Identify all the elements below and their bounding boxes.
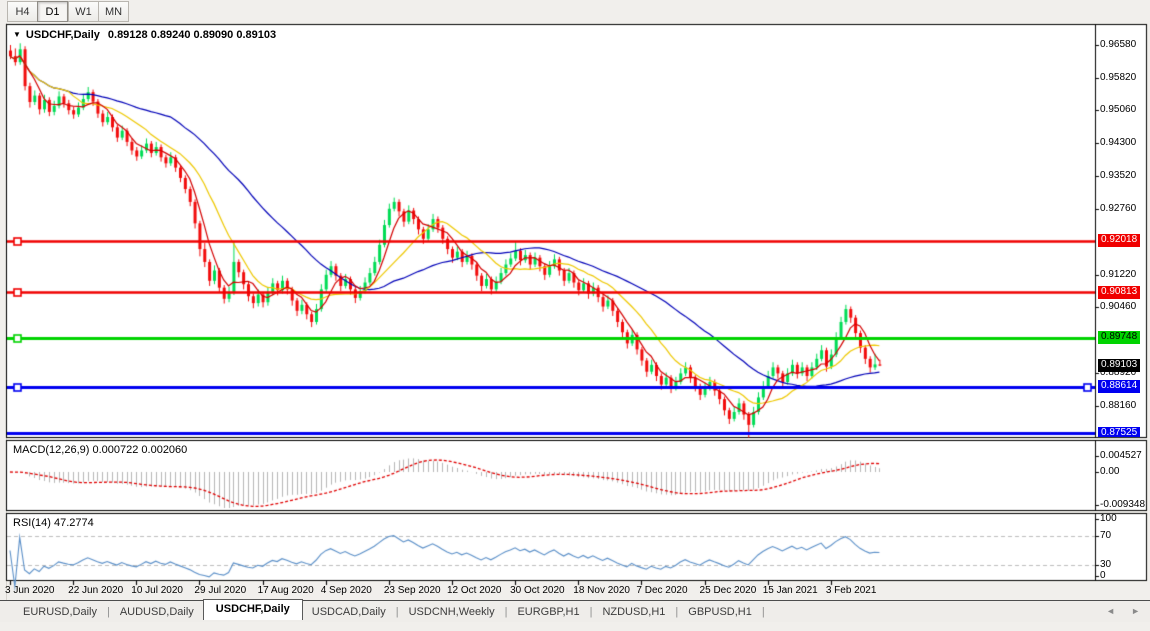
tab-separator: | <box>106 605 110 618</box>
date-axis-label: 30 Oct 2020 <box>510 585 565 596</box>
date-axis-label: 22 Jun 2020 <box>68 585 124 596</box>
hline-price-label: 0.88614 <box>1098 380 1141 394</box>
rsi-axis-tick: 0 <box>1100 570 1106 580</box>
symbol-tab-nzdusd[interactable]: NZDUSD,H1 <box>602 605 666 618</box>
tab-separator: | <box>675 605 679 618</box>
current-price-label: 0.89103 <box>1098 359 1141 373</box>
date-axis-label: 3 Feb 2021 <box>825 585 877 596</box>
tab-scroll-arrows: ◄ ► <box>1106 605 1140 617</box>
tab-separator: | <box>761 605 765 618</box>
tab-separator: | <box>395 605 399 618</box>
price-axis-tick: 0.88920 <box>1100 367 1137 379</box>
symbol-period-label: USDCHF,Daily <box>25 29 100 41</box>
date-axis-label: 3 Jun 2020 <box>5 585 55 596</box>
date-axis-label: 15 Jan 2021 <box>762 585 818 596</box>
rsi-axis-tick: 100 <box>1100 514 1117 524</box>
symbol-tab-usdchf[interactable]: USDCHF,Daily <box>202 599 303 620</box>
price-axis-tick: 0.94300 <box>1100 136 1137 148</box>
rsi-axis-tick: 30 <box>1100 559 1112 570</box>
macd-axis-tick: 0.004527 <box>1100 450 1142 462</box>
ohlc-values: 0.89128 0.89240 0.89090 0.89103 <box>107 29 277 41</box>
symbol-tab-eurusd[interactable]: EURUSD,Daily <box>23 605 97 618</box>
hline-price-label: 0.92018 <box>1098 234 1141 248</box>
symbol-tab-eurgbp[interactable]: EURGBP,H1 <box>517 605 580 618</box>
rsi-axis: 100 70 30 0 <box>1096 514 1150 580</box>
price-axis-tick: 0.95060 <box>1100 104 1137 116</box>
price-axis-tick: 0.90460 <box>1100 301 1137 313</box>
price-axis-tick: 0.93520 <box>1100 170 1137 182</box>
date-axis: 3 Jun 2020 22 Jun 2020 10 Jul 2020 29 Jul 2… <box>0 583 1150 599</box>
price-axis-tick: 0.88160 <box>1100 399 1137 411</box>
symbol-tab-bar: EURUSD,Daily | AUDUSD,Daily USDCHF,Daily USD… <box>0 599 1150 622</box>
date-axis-label: 4 Sep 2020 <box>320 585 372 596</box>
date-axis-label: 7 Dec 2020 <box>636 585 688 596</box>
symbol-dropdown-caret-icon[interactable]: ▼ <box>13 30 21 39</box>
date-axis-label: 18 Nov 2020 <box>573 585 630 596</box>
date-axis-label: 10 Jul 2020 <box>131 585 183 596</box>
symbol-tab-audusd[interactable]: AUDUSD,Daily <box>119 605 194 618</box>
date-axis-label: 12 Oct 2020 <box>446 585 502 596</box>
macd-axis-tick: 0.00 <box>1100 466 1120 477</box>
symbol-tab-gbpusd[interactable]: GBPUSD,H1 <box>688 605 752 618</box>
date-axis-label: 25 Dec 2020 <box>699 585 757 596</box>
hline-price-label: 0.87525 <box>1098 426 1141 437</box>
hline-price-label: 0.89748 <box>1098 331 1141 345</box>
tab-scroll-left-icon[interactable]: ◄ <box>1106 606 1116 616</box>
date-axis-label: 29 Jul 2020 <box>194 585 247 596</box>
hline-price-label: 0.90813 <box>1098 285 1141 299</box>
macd-indicator-label: MACD(12,26,9) 0.000722 0.002060 <box>13 444 188 456</box>
price-axis-tick: 0.96580 <box>1100 39 1137 50</box>
price-axis-tick: 0.91220 <box>1100 268 1137 280</box>
symbol-tab-usdcad[interactable]: USDCAD,Daily <box>311 605 386 618</box>
price-axis-tick: 0.95820 <box>1100 71 1137 83</box>
macd-axis-tick: -0.009348 <box>1100 498 1146 510</box>
tab-separator: | <box>589 605 593 618</box>
date-axis-label: 17 Aug 2020 <box>257 585 314 596</box>
chart-title: ▼ USDCHF,Daily 0.89128 0.89240 0.89090 0.8… <box>13 29 276 41</box>
tab-scroll-right-icon[interactable]: ► <box>1131 606 1140 616</box>
price-axis-tick: 0.92760 <box>1100 202 1137 214</box>
date-axis-label: 23 Sep 2020 <box>383 585 441 596</box>
rsi-indicator-label: RSI(14) 47.2774 <box>13 517 94 529</box>
rsi-axis-tick: 70 <box>1100 530 1112 541</box>
tab-separator: | <box>504 605 508 618</box>
macd-axis: 0.004527 0.00 -0.009348 <box>1096 441 1150 510</box>
symbol-tab-usdcnh[interactable]: USDCNH,Weekly <box>408 605 495 618</box>
price-axis: 0.96580 0.95820 0.95060 0.94300 0.93520 0.927… <box>1096 25 1150 437</box>
